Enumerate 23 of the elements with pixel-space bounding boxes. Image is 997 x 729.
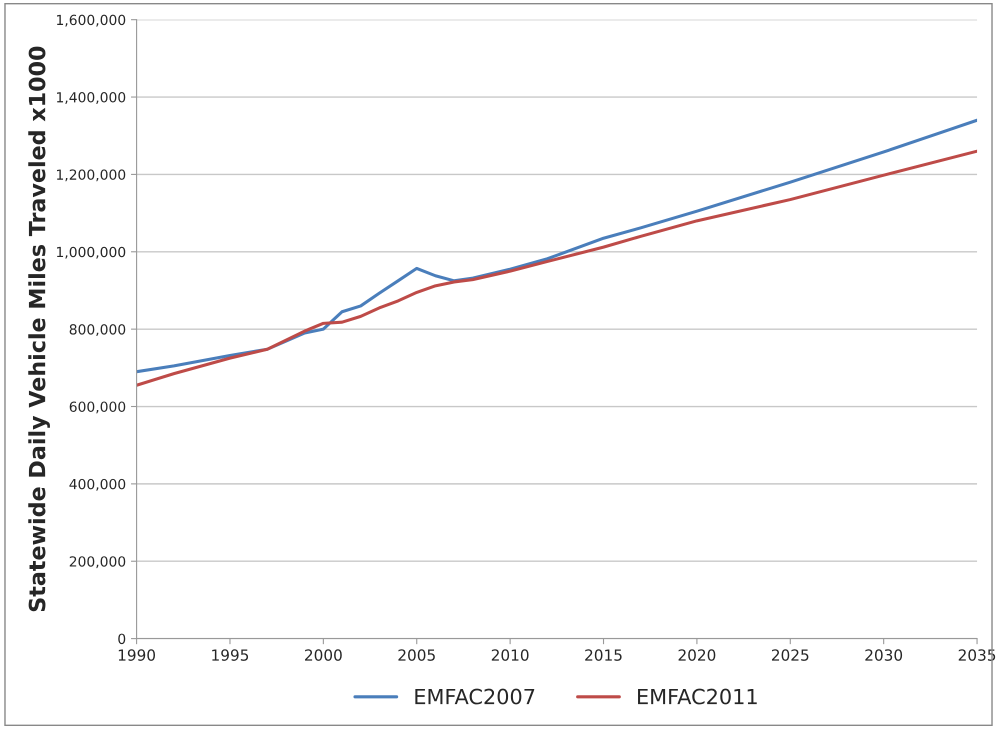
legend-label: EMFAC2011 [638,688,757,704]
x-tick-label: 2010 [492,649,529,661]
y-tick-label: 800,000 [70,324,126,336]
y-tick-label: 1,600,000 [57,14,126,27]
x-tick-label: 2025 [772,649,808,661]
y-tick-label: 600,000 [70,401,126,414]
legend-label: EMFAC2007 [415,688,534,704]
y-tick-label: 0 [118,634,126,644]
x-tick-label: 1995 [212,649,248,661]
x-tick-label: 2005 [398,649,435,661]
x-tick-label: 2030 [865,649,902,661]
y-tick-label: 1,400,000 [57,92,126,104]
y-axis-title: Statewide Daily Vehicle Miles Traveled x1000 [28,46,50,612]
x-tick-label: 2000 [305,649,342,661]
y-tick-label: 1,200,000 [57,169,126,182]
y-tick-label: 1,000,000 [57,246,126,259]
x-tick-label: 2015 [585,649,622,661]
y-tick-label: 200,000 [70,556,126,568]
x-tick-label: 1990 [118,649,156,661]
x-tick-label: 2035 [958,649,996,661]
x-tick-label: 2020 [678,649,716,661]
line-series [136,150,978,387]
y-tick-label: 400,000 [69,478,126,491]
